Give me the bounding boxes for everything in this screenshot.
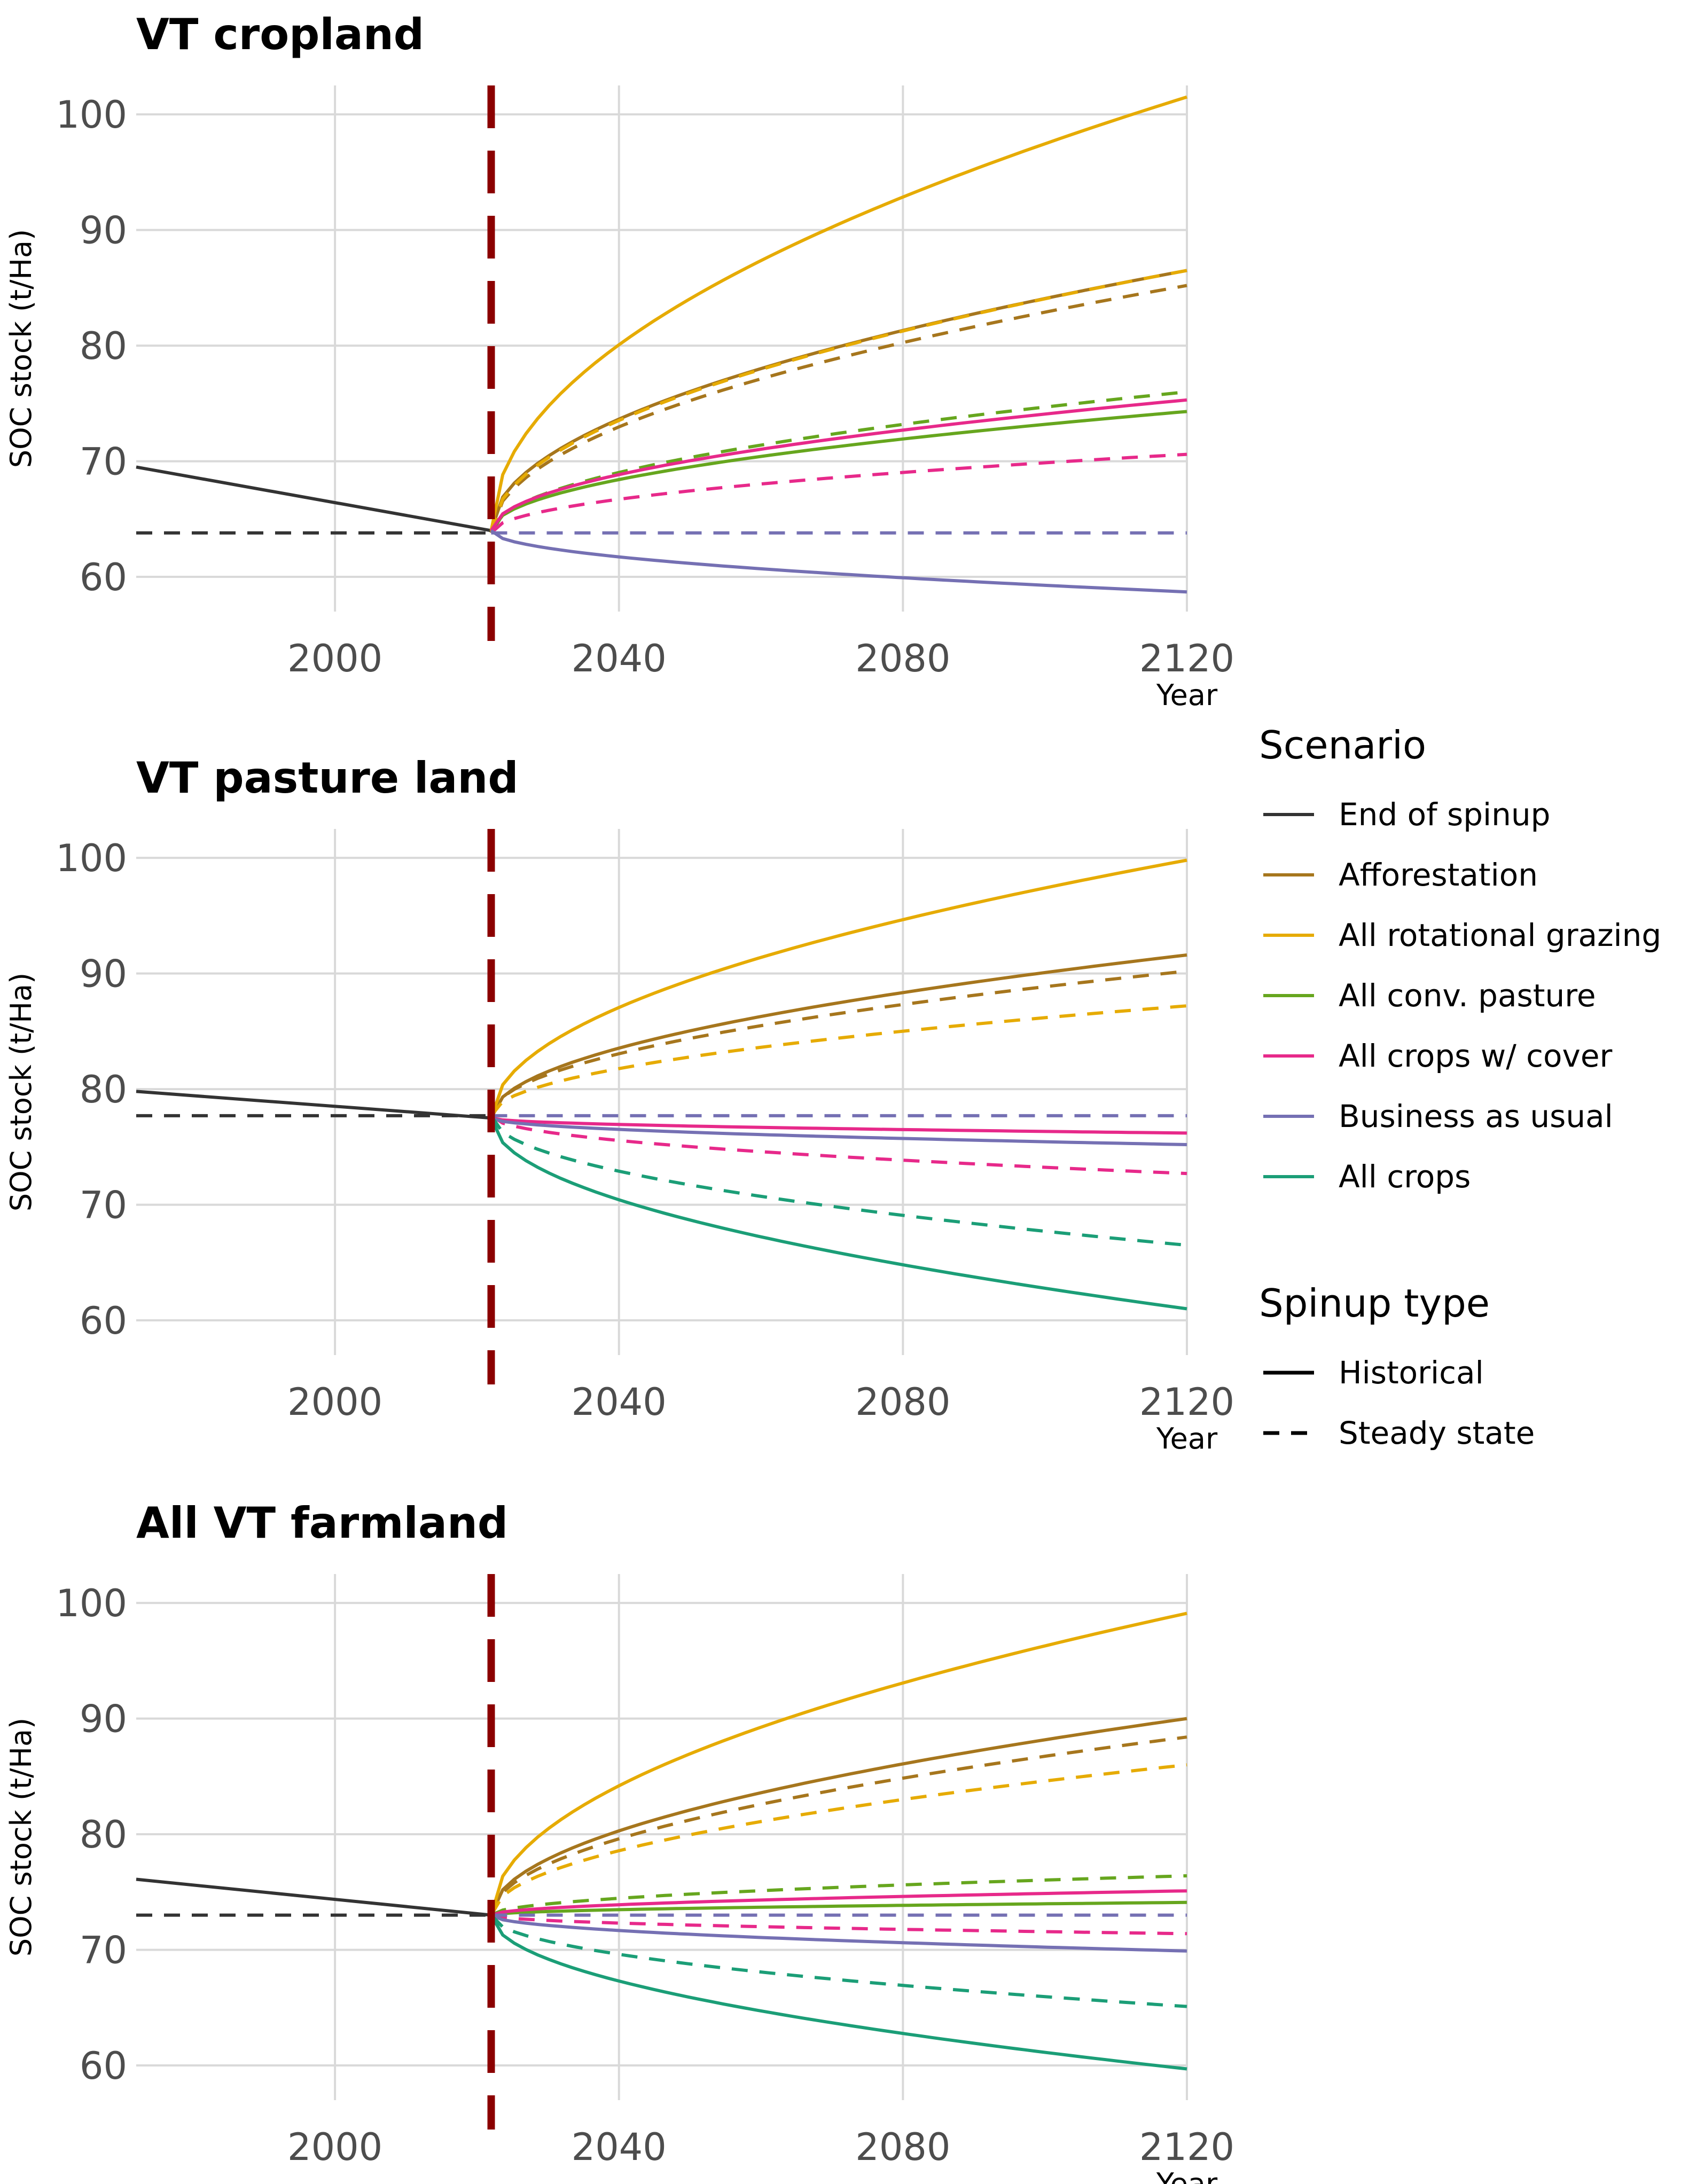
- legend-label: All crops: [1339, 1158, 1471, 1195]
- series-rotational-historical: [489, 1611, 1187, 1916]
- series-crops_cover-historical: [491, 1116, 1187, 1135]
- y-tick-label: 80: [80, 1813, 127, 1857]
- series-all_crops-historical: [489, 1117, 1187, 1311]
- y-tick-label: 60: [80, 2044, 127, 2088]
- legend-item-afforestation: Afforestation: [1263, 857, 1538, 893]
- series-bau-historical: [490, 1913, 1187, 1953]
- legend-label: Afforestation: [1339, 857, 1538, 893]
- x-axis-title: Year: [1156, 1422, 1218, 1455]
- y-axis-title: SOC stock (t/Ha): [4, 1718, 38, 1956]
- x-tick-label: 2000: [287, 637, 382, 680]
- series-all_crops-historical: [489, 1914, 1187, 2071]
- x-tick-label: 2040: [572, 1380, 667, 1424]
- x-tick-label: 2120: [1139, 637, 1234, 680]
- legend-spinup-title: Spinup type: [1259, 1281, 1490, 1326]
- x-tick-label: 2120: [1139, 2125, 1234, 2169]
- series-conv_pasture-historical: [491, 1900, 1187, 1917]
- legend-item-spinup: End of spinup: [1263, 796, 1550, 833]
- y-tick-label: 80: [80, 324, 127, 368]
- spinup-historical-line: [136, 1090, 491, 1120]
- legend-scenario-title: Scenario: [1259, 723, 1426, 768]
- panel-title: VT pasture land: [136, 753, 519, 803]
- series-crops_cover-historical: [490, 1889, 1187, 1917]
- legend-label: Steady state: [1339, 1415, 1535, 1451]
- legend-item-bau: Business as usual: [1263, 1098, 1613, 1134]
- y-tick-label: 70: [80, 440, 127, 484]
- legend-label: Historical: [1339, 1355, 1484, 1391]
- series-afforestation-steady: [489, 1735, 1187, 1916]
- y-tick-label: 70: [80, 1929, 127, 1972]
- x-tick-label: 2000: [287, 1380, 382, 1424]
- x-tick-label: 2120: [1139, 1380, 1234, 1424]
- series-crops_cover-steady: [490, 452, 1187, 535]
- series-all_crops-steady: [490, 1115, 1187, 1247]
- series-afforestation-historical: [489, 1717, 1187, 1916]
- y-tick-label: 100: [56, 836, 127, 880]
- x-tick-label: 2040: [572, 637, 667, 680]
- series-rotational-steady: [490, 1004, 1187, 1117]
- series-crops_cover-historical: [490, 398, 1187, 532]
- y-axis-title: SOC stock (t/Ha): [4, 973, 38, 1211]
- legend: Scenario End of spinup Afforestation All r…: [1259, 723, 1661, 1451]
- legend-label: Business as usual: [1339, 1098, 1613, 1134]
- series-all_crops-steady: [490, 1914, 1187, 2008]
- legend-label: All rotational grazing: [1339, 917, 1661, 953]
- series-rotational-historical: [489, 858, 1187, 1119]
- series-conv_pasture-steady: [490, 1874, 1187, 1917]
- y-tick-label: 100: [56, 1582, 127, 1625]
- legend-item-solid: Historical: [1263, 1355, 1484, 1391]
- x-axis-title: Year: [1156, 678, 1218, 712]
- series-crops_cover-steady: [490, 1114, 1187, 1176]
- series-afforestation-steady: [489, 284, 1187, 534]
- series-conv_pasture-historical: [490, 410, 1187, 532]
- legend-item-conv_pasture: All conv. pasture: [1263, 977, 1596, 1014]
- legend-label: End of spinup: [1339, 796, 1550, 833]
- legend-item-dashed: Steady state: [1263, 1415, 1535, 1451]
- y-tick-label: 70: [80, 1184, 127, 1227]
- spinup-historical-line: [136, 465, 492, 533]
- series-rotational-historical: [489, 95, 1187, 531]
- panel-title: All VT farmland: [136, 1498, 508, 1548]
- series-rotational-steady: [489, 269, 1187, 534]
- y-axis-title: SOC stock (t/Ha): [4, 229, 38, 468]
- x-tick-label: 2080: [855, 2125, 950, 2169]
- x-tick-label: 2080: [855, 637, 950, 680]
- series-conv_pasture-steady: [489, 390, 1187, 534]
- series-afforestation-historical: [489, 953, 1187, 1119]
- legend-item-all_crops: All crops: [1263, 1158, 1471, 1195]
- series-rotational-steady: [489, 1763, 1187, 1916]
- y-tick-label: 100: [56, 93, 127, 137]
- x-axis-title: Year: [1156, 2167, 1218, 2184]
- spinup-historical-line: [136, 1877, 491, 1917]
- y-tick-label: 90: [80, 1697, 127, 1741]
- panel-3: All VT farmland 60 70 80 90 100 2000 2040 2080 21…: [4, 1498, 1234, 2184]
- series-bau-historical: [490, 529, 1187, 594]
- y-tick-label: 90: [80, 209, 127, 253]
- legend-label: All conv. pasture: [1339, 977, 1596, 1014]
- y-tick-label: 80: [80, 1068, 127, 1111]
- legend-item-rotational: All rotational grazing: [1263, 917, 1661, 953]
- series-afforestation-historical: [489, 269, 1187, 531]
- series-crops_cover-steady: [490, 1913, 1187, 1936]
- panel-1: VT cropland 60 70 80 90 100 2000 2040 2080 2120Ye…: [4, 10, 1234, 712]
- panel-2: VT pasture land 60 70 80 90 100 2000 2040 2080 21…: [4, 753, 1234, 1455]
- panel-title: VT cropland: [136, 10, 424, 59]
- x-tick-label: 2080: [855, 1380, 950, 1424]
- y-tick-label: 90: [80, 952, 127, 996]
- y-tick-label: 60: [80, 555, 127, 599]
- series-bau-historical: [490, 1116, 1187, 1146]
- series-afforestation-steady: [489, 969, 1187, 1117]
- x-tick-label: 2040: [572, 2125, 667, 2169]
- legend-label: All crops w/ cover: [1339, 1038, 1613, 1074]
- y-tick-label: 60: [80, 1299, 127, 1343]
- legend-item-crops_cover: All crops w/ cover: [1263, 1038, 1613, 1074]
- x-tick-label: 2000: [287, 2125, 382, 2169]
